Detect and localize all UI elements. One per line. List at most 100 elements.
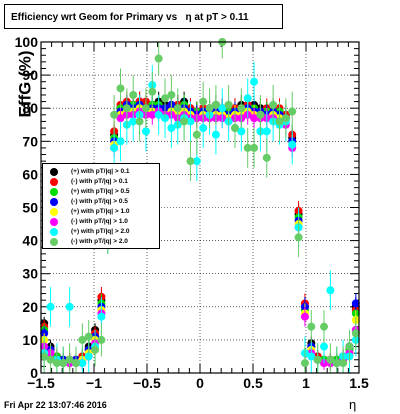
series-8-point xyxy=(97,335,106,344)
series-7-point xyxy=(110,143,119,152)
series-7-point xyxy=(78,359,87,368)
series-8-point xyxy=(141,104,150,113)
series-8-point xyxy=(52,359,61,368)
series-7-point xyxy=(116,137,125,146)
legend-entry: (+) with pT/|q| > 0.1 xyxy=(43,167,161,177)
series-8-point xyxy=(237,104,246,113)
series-8-point xyxy=(224,100,233,109)
series-8-point xyxy=(135,117,144,126)
series-8-point xyxy=(281,114,290,123)
series-7-point xyxy=(154,110,163,119)
series-8-point xyxy=(307,322,316,331)
series-7-point xyxy=(97,312,106,321)
y-tick-label: 20 xyxy=(22,299,38,315)
series-8-point xyxy=(320,322,329,331)
series-8-point xyxy=(78,335,87,344)
legend-entry: (+) with pT/|q| > 1.0 xyxy=(43,207,161,217)
series-8-point xyxy=(59,359,68,368)
series-8-point xyxy=(167,90,176,99)
legend-entry: (+) with pT/|q| > 2.0 xyxy=(43,227,161,237)
legend: (+) with pT/|q| > 0.1 (-) with pT/|q| > 0… xyxy=(42,163,160,249)
series-8-point xyxy=(205,104,214,113)
series-8-point xyxy=(180,117,189,126)
x-tick-label: −1.5 xyxy=(27,375,55,391)
legend-marker-icon xyxy=(50,178,58,186)
series-8-point xyxy=(84,332,93,341)
series-8-point xyxy=(129,90,138,99)
y-tick-label: 80 xyxy=(22,100,38,116)
series-7-point xyxy=(288,140,297,149)
series-8-point xyxy=(262,153,271,162)
series-8-point xyxy=(122,104,131,113)
series-8-point xyxy=(192,130,201,139)
series-7-point xyxy=(262,127,271,136)
series-7-point xyxy=(167,124,176,133)
series-7-point xyxy=(186,117,195,126)
y-tick-label: 10 xyxy=(22,332,38,348)
series-7-point xyxy=(243,94,252,103)
y-axis-label: EffG (%) xyxy=(15,50,35,118)
legend-label: (+) with pT/|q| > 1.0 xyxy=(71,208,130,215)
series-8-point xyxy=(269,100,278,109)
series-7-point xyxy=(199,124,208,133)
x-tick-label: −1 xyxy=(86,375,102,391)
x-axis-label: η xyxy=(349,397,357,412)
series-8-point xyxy=(351,329,360,338)
legend-entry: (-) with pT/|q| > 1.0 xyxy=(43,217,161,227)
series-4-point xyxy=(351,299,360,308)
series-8-point xyxy=(326,355,335,364)
legend-label: (-) with pT/|q| > 0.5 xyxy=(71,198,128,205)
series-6-point xyxy=(300,312,309,321)
series-6-point xyxy=(148,110,157,119)
chart-title-box: Efficiency wrt Geom for Primary vs η at … xyxy=(4,4,283,29)
legend-entry: (-) with pT/|q| > 2.0 xyxy=(43,237,161,247)
legend-label: (-) with pT/|q| > 2.0 xyxy=(71,238,128,245)
legend-marker-icon xyxy=(50,198,58,206)
series-8-point xyxy=(91,345,100,354)
series-7-point xyxy=(141,127,150,136)
series-6-point xyxy=(250,114,259,123)
series-8-point xyxy=(71,359,80,368)
series-8-point xyxy=(199,97,208,106)
y-tick-label: 90 xyxy=(22,67,38,83)
series-7-point xyxy=(46,302,55,311)
series-8-point xyxy=(275,117,284,126)
legend-entry: (-) with pT/|q| > 0.5 xyxy=(43,197,161,207)
series-8-point xyxy=(243,143,252,152)
series-8-point xyxy=(148,87,157,96)
plot-frame xyxy=(40,41,360,374)
y-tick-label: 60 xyxy=(22,166,38,182)
series-7-point xyxy=(192,157,201,166)
x-tick-label: 1.5 xyxy=(349,375,369,391)
series-7-point xyxy=(129,117,138,126)
series-7-point xyxy=(218,104,227,113)
series-8-point xyxy=(288,107,297,116)
series-7-point xyxy=(320,342,329,351)
y-tick-label: 30 xyxy=(22,266,38,282)
timestamp-footer: Fri Apr 22 13:07:46 2016 xyxy=(4,400,107,410)
legend-marker-icon xyxy=(50,228,58,236)
legend-label: (+) with pT/|q| > 2.0 xyxy=(71,228,130,235)
series-7-point xyxy=(307,352,316,361)
series-7-point xyxy=(65,302,74,311)
series-6-point xyxy=(116,114,125,123)
series-8-point xyxy=(300,359,309,368)
series-8-point xyxy=(256,110,265,119)
series-7-point xyxy=(84,352,93,361)
series-8-point xyxy=(332,359,341,368)
series-8-point xyxy=(46,355,55,364)
y-tick-label: 40 xyxy=(22,233,38,249)
y-tick-label: 100 xyxy=(15,34,39,50)
x-tick-label: −0.5 xyxy=(133,375,161,391)
legend-marker-icon xyxy=(50,238,58,246)
chart-title: Efficiency wrt Geom for Primary vs η at … xyxy=(11,12,249,23)
y-tick-label: 0 xyxy=(30,365,38,381)
series-8-point xyxy=(345,342,354,351)
legend-entry: (-) with pT/|q| > 0.1 xyxy=(43,177,161,187)
legend-label: (+) with pT/|q| > 0.1 xyxy=(71,168,130,175)
legend-marker-icon xyxy=(50,168,58,176)
legend-entry: (+) with pT/|q| > 0.5 xyxy=(43,187,161,197)
series-7-point xyxy=(250,77,259,86)
series-8-point xyxy=(186,157,195,166)
x-tick-label: 0 xyxy=(196,375,204,391)
